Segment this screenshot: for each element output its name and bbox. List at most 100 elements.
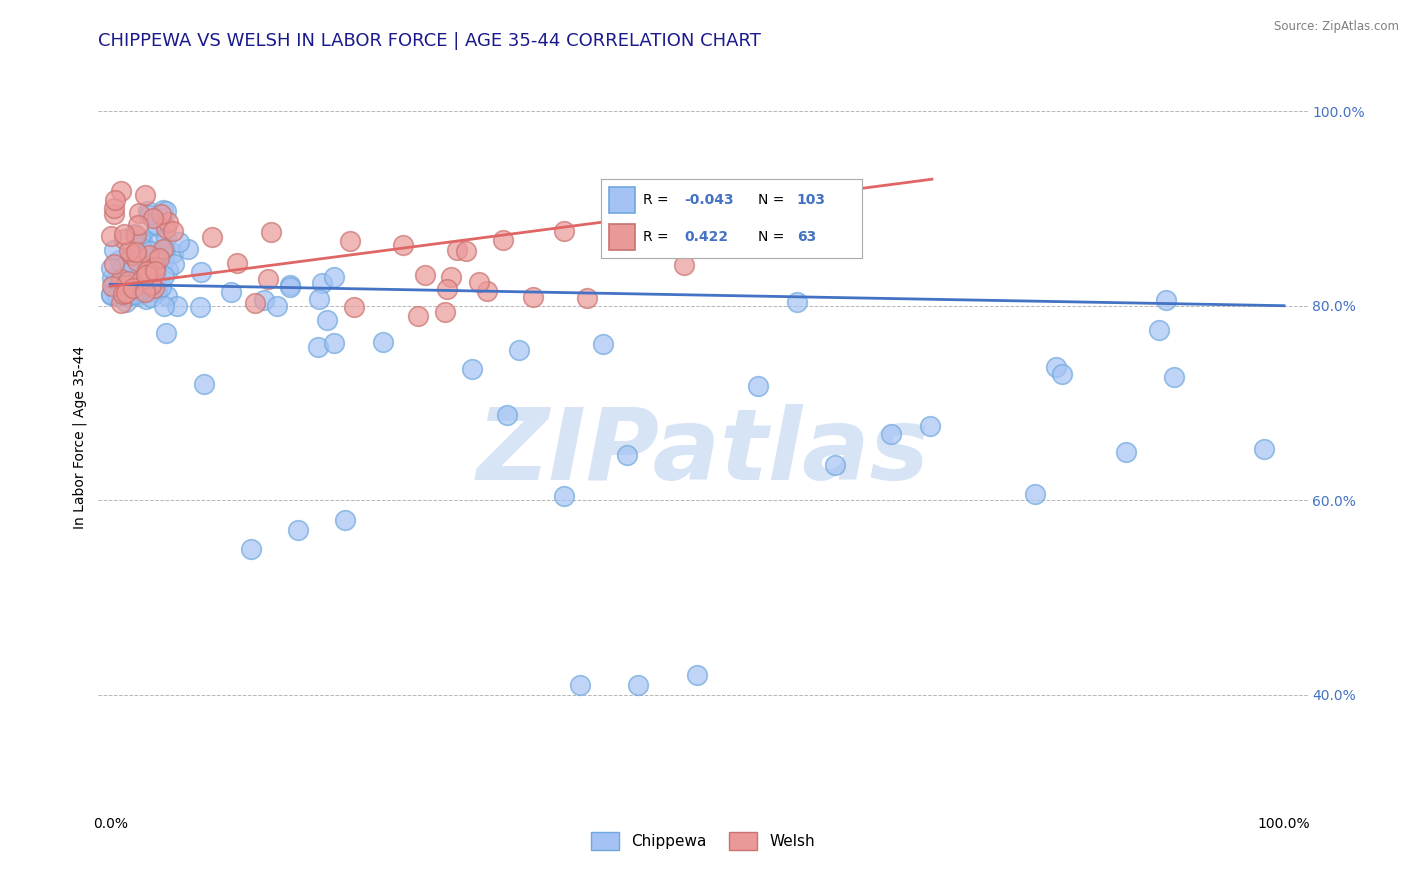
Point (125, 256, 148, 270)
Point (125, 248, 148, 262)
Point (124, 227, 146, 241)
Point (162, 223, 184, 237)
Point (156, 263, 179, 277)
Point (127, 218, 149, 232)
Point (156, 289, 179, 303)
Point (260, 225, 283, 239)
Point (575, 291, 598, 305)
Point (135, 268, 157, 282)
Point (747, 378, 769, 392)
Point (145, 285, 167, 300)
Text: 0.422: 0.422 (685, 230, 728, 244)
Text: 103: 103 (797, 193, 825, 207)
Point (135, 293, 157, 307)
Point (278, 280, 301, 294)
Text: R =: R = (643, 230, 672, 244)
Point (138, 248, 160, 262)
Point (121, 248, 143, 262)
Point (150, 207, 173, 221)
Point (118, 244, 141, 258)
Point (135, 286, 157, 301)
Point (136, 244, 159, 258)
Point (436, 282, 458, 296)
Point (117, 274, 139, 288)
Point (371, 334, 394, 349)
Point (454, 244, 477, 259)
Point (120, 263, 142, 277)
Point (103, 275, 125, 289)
Point (616, 449, 638, 463)
Point (553, 224, 575, 238)
Point (104, 193, 127, 207)
Point (131, 234, 153, 248)
Point (141, 278, 163, 293)
Point (155, 203, 177, 218)
Text: N =: N = (758, 230, 789, 244)
Point (103, 201, 125, 215)
Point (105, 289, 128, 303)
Point (1154, 293, 1177, 308)
Point (193, 376, 215, 391)
Point (153, 268, 176, 283)
Point (131, 268, 153, 282)
Point (163, 257, 186, 271)
Point (136, 203, 159, 218)
Y-axis label: In Labor Force | Age 35-44: In Labor Force | Age 35-44 (72, 345, 87, 529)
Point (392, 238, 415, 252)
Point (145, 271, 167, 285)
Point (100, 287, 122, 301)
Point (143, 260, 166, 275)
Point (127, 249, 149, 263)
Point (122, 286, 145, 301)
Point (323, 269, 346, 284)
Point (257, 271, 280, 285)
Point (467, 275, 489, 289)
Point (201, 230, 224, 244)
Point (879, 426, 901, 441)
FancyBboxPatch shape (609, 187, 634, 213)
Point (1147, 323, 1170, 337)
Point (124, 227, 146, 242)
Point (121, 281, 143, 295)
Point (114, 285, 136, 300)
Point (148, 251, 170, 265)
Point (111, 260, 134, 274)
Point (134, 188, 156, 202)
Point (135, 259, 157, 273)
Point (786, 294, 808, 309)
Point (1024, 486, 1046, 500)
Point (110, 272, 132, 286)
Point (522, 290, 544, 304)
Point (100, 260, 122, 275)
Point (146, 219, 169, 233)
Point (339, 234, 361, 248)
Point (686, 668, 709, 682)
Point (124, 279, 146, 293)
Point (132, 274, 155, 288)
Point (155, 221, 177, 235)
Point (307, 340, 329, 354)
Point (1253, 442, 1275, 457)
Text: 63: 63 (797, 230, 815, 244)
Point (117, 289, 139, 303)
Point (243, 296, 266, 310)
Point (110, 184, 132, 198)
Point (129, 240, 152, 254)
Point (114, 277, 136, 292)
Text: R =: R = (643, 193, 672, 207)
Point (475, 285, 498, 299)
Point (446, 243, 468, 257)
Point (240, 541, 263, 556)
Point (143, 264, 166, 278)
Point (131, 271, 153, 285)
Point (125, 244, 148, 259)
Point (135, 268, 157, 282)
Point (145, 283, 167, 297)
Point (110, 296, 132, 310)
Point (125, 287, 148, 301)
Point (136, 264, 159, 278)
Point (152, 242, 174, 256)
Point (496, 408, 519, 422)
Point (124, 263, 146, 277)
Point (100, 288, 122, 302)
